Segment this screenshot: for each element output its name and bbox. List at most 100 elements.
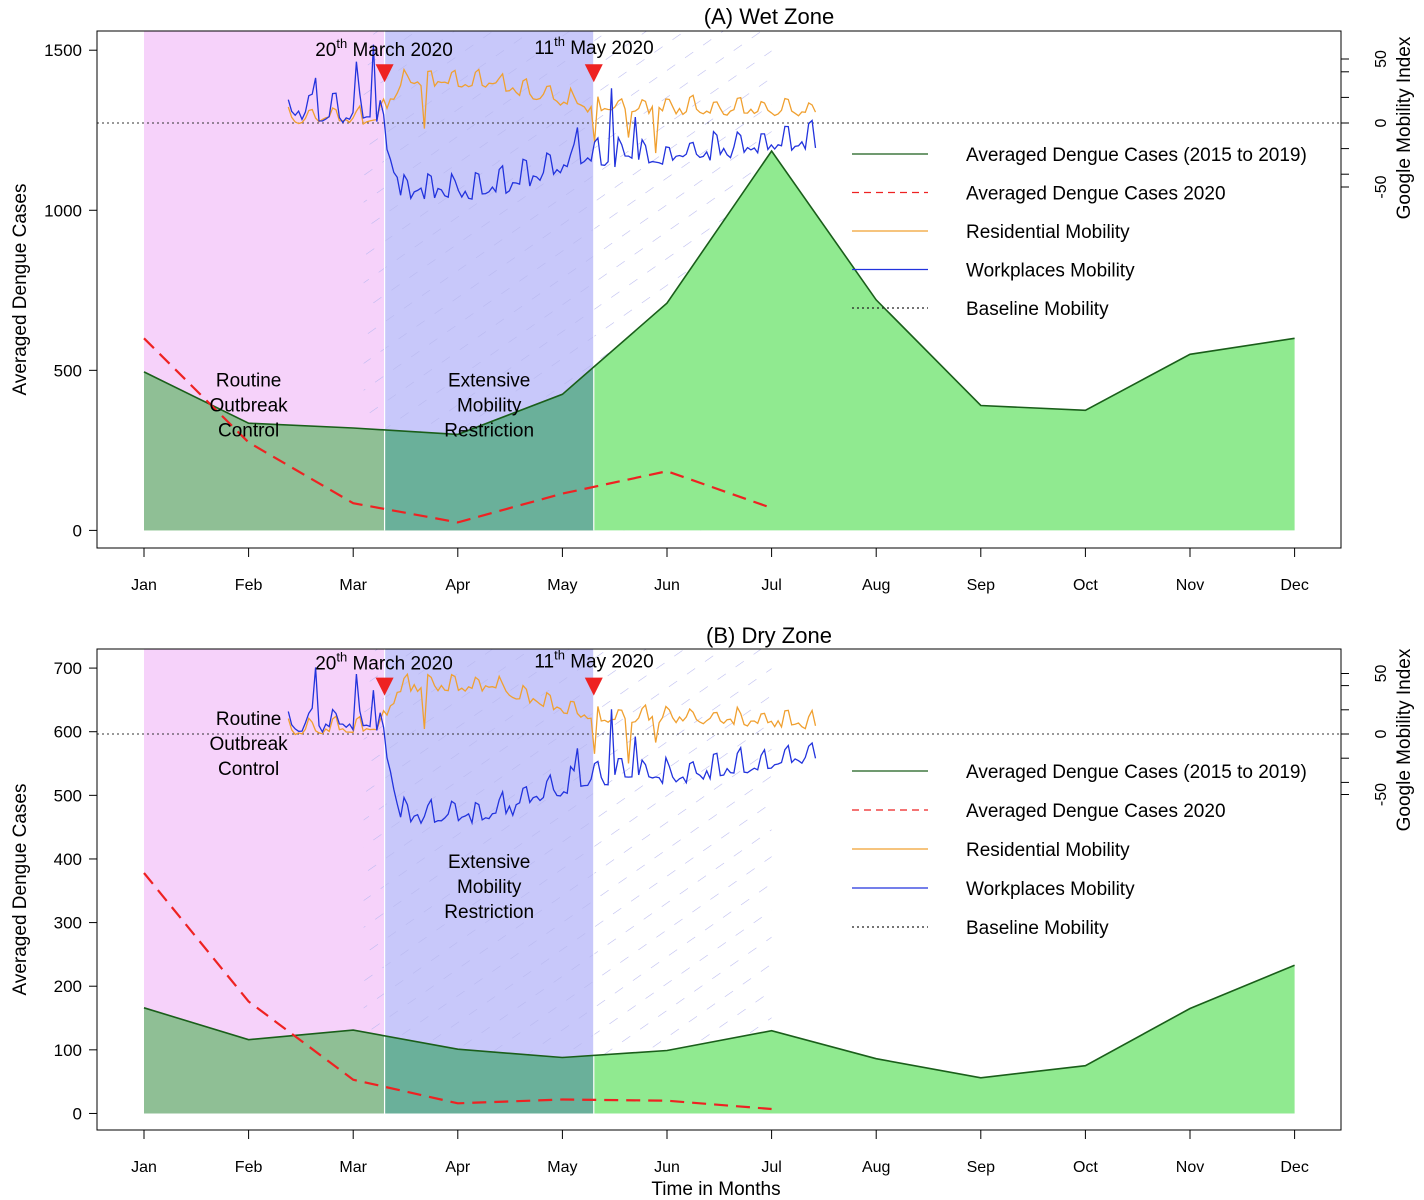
legend-label: Workplaces Mobility bbox=[966, 261, 1135, 282]
historical-area-restriction bbox=[384, 1035, 594, 1114]
march-date-label-day: 20 bbox=[315, 654, 336, 675]
may-date-label-day: 11 bbox=[534, 38, 554, 59]
march-date-label: 20th March 2020 bbox=[315, 36, 453, 61]
routine-phase-label: Routine bbox=[216, 709, 282, 730]
y2-tick-label: -50 bbox=[1373, 175, 1390, 198]
x-tick-label: Jan bbox=[131, 1159, 157, 1176]
y2-tick-label: 0 bbox=[1373, 118, 1390, 127]
may-marker bbox=[584, 64, 603, 83]
x-tick-label: Apr bbox=[445, 1159, 471, 1176]
march-marker bbox=[375, 677, 394, 696]
legend-label: Averaged Dengue Cases 2020 bbox=[966, 184, 1226, 205]
x-tick-label: Nov bbox=[1176, 1159, 1204, 1176]
x-tick-label: Oct bbox=[1073, 1159, 1098, 1176]
hatch-band bbox=[363, 649, 772, 1114]
may-date-label: 11th May 2020 bbox=[534, 34, 653, 59]
plot-area bbox=[97, 649, 1341, 1114]
y-tick-label: 0 bbox=[73, 1104, 82, 1123]
y2-tick-label: 50 bbox=[1373, 665, 1390, 683]
restriction-phase-label: Restriction bbox=[444, 902, 534, 923]
y-tick-label: 200 bbox=[54, 977, 82, 996]
y2-tick-label: 50 bbox=[1373, 50, 1390, 68]
march-date-label-rest: March 2020 bbox=[347, 654, 453, 675]
may-date-label-suffix: th bbox=[554, 34, 565, 49]
x-tick-label: Jun bbox=[654, 1159, 680, 1176]
legend-label: Averaged Dengue Cases 2020 bbox=[966, 801, 1226, 822]
y-axis-label: Averaged Dengue Cases bbox=[10, 184, 31, 396]
x-tick-label: May bbox=[547, 577, 577, 594]
legend-label: Residential Mobility bbox=[966, 840, 1130, 861]
x-tick-label: Jul bbox=[761, 577, 781, 594]
plot-frame bbox=[96, 30, 1342, 549]
series-2020-line bbox=[143, 872, 772, 1111]
legend-label: Averaged Dengue Cases (2015 to 2019) bbox=[966, 145, 1307, 166]
x-tick-label: Dec bbox=[1280, 1159, 1308, 1176]
x-tick-label: Jan bbox=[131, 577, 157, 594]
x-tick-label: Mar bbox=[339, 1159, 367, 1176]
x-tick-label: Jul bbox=[761, 1159, 781, 1176]
may-date-label-rest: May 2020 bbox=[565, 652, 654, 673]
y-tick-label: 400 bbox=[54, 850, 82, 869]
routine-phase-label: Control bbox=[218, 759, 279, 780]
series-2020-line bbox=[143, 337, 772, 524]
y-tick-label: 0 bbox=[73, 521, 82, 540]
march-date-label-suffix: th bbox=[336, 650, 347, 665]
y2-axis-label: Google Mobility Index bbox=[1394, 648, 1415, 831]
routine-phase-label: Outbreak bbox=[210, 734, 289, 755]
y2-tick-label: 0 bbox=[1373, 729, 1390, 738]
march-marker bbox=[375, 64, 394, 83]
march-date-label: 20th March 2020 bbox=[315, 650, 453, 675]
x-tick-label: Sep bbox=[967, 577, 996, 594]
x-tick-label: May bbox=[547, 1159, 577, 1176]
legend-label: Baseline Mobility bbox=[966, 918, 1109, 939]
chart-title: (B) Dry Zone bbox=[706, 623, 832, 648]
y-tick-label: 600 bbox=[54, 723, 82, 742]
x-tick-label: Feb bbox=[235, 1159, 263, 1176]
y-axis-label: Averaged Dengue Cases bbox=[10, 784, 31, 996]
x-tick-label: Mar bbox=[339, 577, 367, 594]
x-tick-label: Sep bbox=[967, 1159, 996, 1176]
restriction-phase-label: Mobility bbox=[457, 395, 522, 416]
y-tick-label: 1000 bbox=[44, 201, 82, 220]
x-tick-label: Apr bbox=[445, 577, 471, 594]
x-tick-label: Dec bbox=[1280, 577, 1308, 594]
series-historical-line bbox=[143, 964, 1295, 1079]
chart-title: (A) Wet Zone bbox=[704, 4, 834, 29]
panel-wet-zone: 20th March 2020 11th May 2020RoutineOutbr… bbox=[10, 4, 1415, 594]
x-tick-label: Aug bbox=[862, 577, 890, 594]
routine-phase-label: Outbreak bbox=[210, 395, 289, 416]
routine-phase-label: Control bbox=[218, 420, 279, 441]
legend-label: Baseline Mobility bbox=[966, 299, 1109, 320]
y-tick-label: 300 bbox=[54, 914, 82, 933]
legend-label: Averaged Dengue Cases (2015 to 2019) bbox=[966, 762, 1307, 783]
panel-dry-zone: 20th March 2020 11th May 2020RoutineOutbr… bbox=[10, 623, 1415, 1200]
y-tick-label: 1500 bbox=[44, 41, 82, 60]
legend-label: Workplaces Mobility bbox=[966, 879, 1135, 900]
may-date-label-suffix: th bbox=[554, 648, 565, 663]
y-tick-label: 500 bbox=[54, 361, 82, 380]
march-date-label-day: 20 bbox=[315, 40, 336, 61]
routine-phase-label: Routine bbox=[216, 370, 282, 391]
x-tick-label: Aug bbox=[862, 1159, 890, 1176]
may-date-label-rest: May 2020 bbox=[565, 38, 654, 59]
x-axis-label: Time in Months bbox=[651, 1179, 780, 1200]
march-date-label-suffix: th bbox=[336, 36, 347, 51]
legend-label: Residential Mobility bbox=[966, 222, 1130, 243]
restriction-phase-label: Extensive bbox=[448, 852, 530, 873]
series-historical-line bbox=[143, 149, 1295, 436]
x-tick-label: Oct bbox=[1073, 577, 1098, 594]
march-date-label-rest: March 2020 bbox=[347, 40, 453, 61]
y-tick-label: 700 bbox=[54, 659, 82, 678]
series-workplaces-mobility bbox=[287, 44, 817, 201]
plot-area bbox=[97, 31, 1341, 531]
may-date-label-day: 11 bbox=[534, 652, 554, 673]
y-tick-label: 100 bbox=[54, 1041, 82, 1060]
may-marker bbox=[584, 677, 603, 696]
may-date-label: 11th May 2020 bbox=[534, 648, 653, 673]
historical-area-restriction bbox=[384, 366, 594, 531]
restriction-phase-label: Extensive bbox=[448, 370, 530, 391]
restriction-phase-label: Mobility bbox=[457, 877, 522, 898]
x-tick-label: Jun bbox=[654, 577, 680, 594]
series-workplaces-mobility bbox=[287, 667, 817, 826]
